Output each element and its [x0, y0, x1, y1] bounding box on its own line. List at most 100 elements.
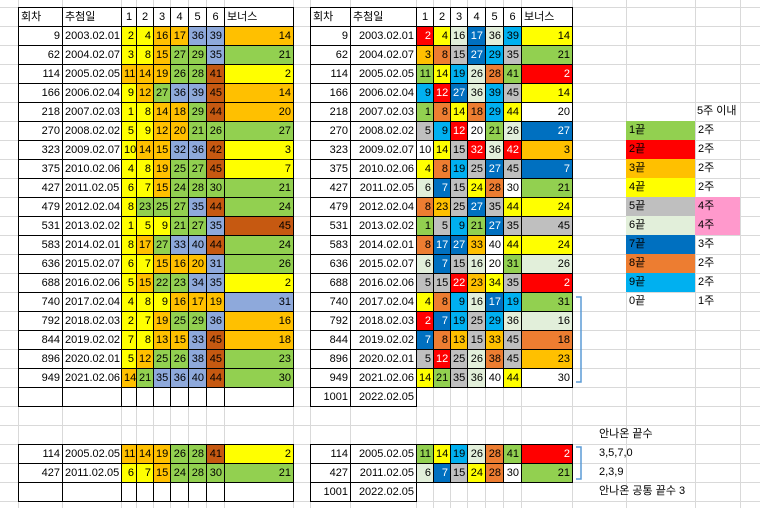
empty-cell[interactable]: [121, 482, 137, 502]
number-cell[interactable]: 5: [433, 216, 451, 236]
date-cell[interactable]: 2007.02.03: [62, 102, 122, 122]
bonus-cell[interactable]: 24: [224, 235, 294, 255]
column-header-n4[interactable]: 4: [170, 7, 189, 27]
number-cell[interactable]: 35: [206, 273, 225, 293]
empty-cell[interactable]: [136, 482, 154, 502]
number-cell[interactable]: 41: [503, 64, 522, 84]
number-cell[interactable]: 44: [503, 235, 522, 255]
column-header-date[interactable]: 추첨일: [350, 7, 417, 27]
round-cell[interactable]: 740: [310, 292, 351, 312]
number-cell[interactable]: 9: [416, 83, 434, 103]
number-cell[interactable]: 28: [188, 444, 207, 464]
bonus-cell[interactable]: 14: [521, 83, 573, 103]
bonus-cell[interactable]: 45: [224, 216, 294, 236]
number-cell[interactable]: 5: [416, 273, 434, 293]
legend-digit-label[interactable]: 8끝: [626, 254, 695, 273]
number-cell[interactable]: 21: [485, 121, 504, 141]
number-cell[interactable]: 8: [136, 292, 154, 312]
legend-digit-label[interactable]: 0끝: [629, 295, 646, 307]
number-cell[interactable]: 6: [416, 254, 434, 274]
number-cell[interactable]: 18: [170, 102, 189, 122]
round-cell[interactable]: 427: [18, 463, 63, 483]
number-cell[interactable]: 16: [170, 254, 189, 274]
number-cell[interactable]: 36: [503, 311, 522, 331]
number-cell[interactable]: 17: [467, 26, 486, 46]
number-cell[interactable]: 1: [416, 216, 434, 236]
number-cell[interactable]: 21: [433, 368, 451, 388]
number-cell[interactable]: 25: [450, 197, 468, 217]
date-cell[interactable]: 2016.02.06: [350, 273, 417, 293]
number-cell[interactable]: 27: [188, 159, 207, 179]
number-cell[interactable]: 31: [503, 254, 522, 274]
round-cell[interactable]: 479: [18, 197, 63, 217]
number-cell[interactable]: 45: [206, 349, 225, 369]
number-cell[interactable]: 15: [450, 140, 468, 160]
number-cell[interactable]: 7: [433, 254, 451, 274]
number-cell[interactable]: 27: [467, 197, 486, 217]
number-cell[interactable]: 15: [153, 178, 171, 198]
round-cell[interactable]: 896: [18, 349, 63, 369]
bonus-cell[interactable]: 2: [521, 273, 573, 293]
empty-cell[interactable]: [121, 387, 137, 407]
date-cell[interactable]: 2006.02.04: [62, 83, 122, 103]
number-cell[interactable]: 7: [136, 178, 154, 198]
number-cell[interactable]: 29: [485, 45, 504, 65]
number-cell[interactable]: 35: [503, 273, 522, 293]
number-cell[interactable]: 3: [121, 45, 137, 65]
bonus-cell[interactable]: 18: [521, 330, 573, 350]
date-cell[interactable]: 2008.02.02: [350, 121, 417, 141]
number-cell[interactable]: 44: [503, 102, 522, 122]
number-cell[interactable]: 24: [467, 178, 486, 198]
round-cell[interactable]: 62: [18, 45, 63, 65]
date-cell[interactable]: 2003.02.01: [350, 26, 417, 46]
number-cell[interactable]: 8: [433, 330, 451, 350]
number-cell[interactable]: 4: [433, 26, 451, 46]
number-cell[interactable]: 6: [121, 254, 137, 274]
number-cell[interactable]: 23: [136, 197, 154, 217]
empty-cell[interactable]: [62, 387, 122, 407]
number-cell[interactable]: 35: [485, 197, 504, 217]
number-cell[interactable]: 12: [433, 349, 451, 369]
number-cell[interactable]: 33: [170, 235, 189, 255]
number-cell[interactable]: 7: [433, 463, 451, 483]
empty-cell[interactable]: [136, 387, 154, 407]
round-cell[interactable]: 583: [310, 235, 351, 255]
number-cell[interactable]: 30: [206, 178, 225, 198]
bonus-cell[interactable]: 26: [224, 254, 294, 274]
number-cell[interactable]: 14: [433, 64, 451, 84]
number-cell[interactable]: 45: [503, 330, 522, 350]
number-cell[interactable]: 22: [153, 273, 171, 293]
date-cell[interactable]: 2012.02.04: [62, 197, 122, 217]
number-cell[interactable]: 31: [206, 254, 225, 274]
number-cell[interactable]: 11: [416, 444, 434, 464]
number-cell[interactable]: 26: [467, 64, 486, 84]
round-cell[interactable]: 114: [310, 444, 351, 464]
date-cell[interactable]: 2013.02.02: [62, 216, 122, 236]
number-cell[interactable]: 20: [467, 121, 486, 141]
date-cell[interactable]: 2010.02.06: [62, 159, 122, 179]
number-cell[interactable]: 8: [433, 45, 451, 65]
number-cell[interactable]: 7: [121, 330, 137, 350]
date-cell[interactable]: 2006.02.04: [350, 83, 417, 103]
number-cell[interactable]: 16: [450, 26, 468, 46]
number-cell[interactable]: 6: [416, 178, 434, 198]
number-cell[interactable]: 17: [136, 235, 154, 255]
number-cell[interactable]: 28: [188, 463, 207, 483]
number-cell[interactable]: 4: [416, 159, 434, 179]
number-cell[interactable]: 19: [153, 64, 171, 84]
number-cell[interactable]: 40: [188, 368, 207, 388]
number-cell[interactable]: 9: [153, 292, 171, 312]
legend-digit-label[interactable]: 1끝: [626, 121, 695, 140]
number-cell[interactable]: 14: [433, 444, 451, 464]
number-cell[interactable]: 33: [467, 235, 486, 255]
date-cell[interactable]: 2020.02.01: [62, 349, 122, 369]
column-header-n1[interactable]: 1: [121, 7, 137, 27]
number-cell[interactable]: 28: [188, 64, 207, 84]
bonus-cell[interactable]: 23: [224, 349, 294, 369]
legend-week-count[interactable]: 1주: [698, 295, 715, 307]
number-cell[interactable]: 23: [467, 273, 486, 293]
number-cell[interactable]: 27: [450, 83, 468, 103]
date-cell[interactable]: 2004.02.07: [62, 45, 122, 65]
bonus-cell[interactable]: 30: [224, 368, 294, 388]
round-cell[interactable]: 949: [310, 368, 351, 388]
